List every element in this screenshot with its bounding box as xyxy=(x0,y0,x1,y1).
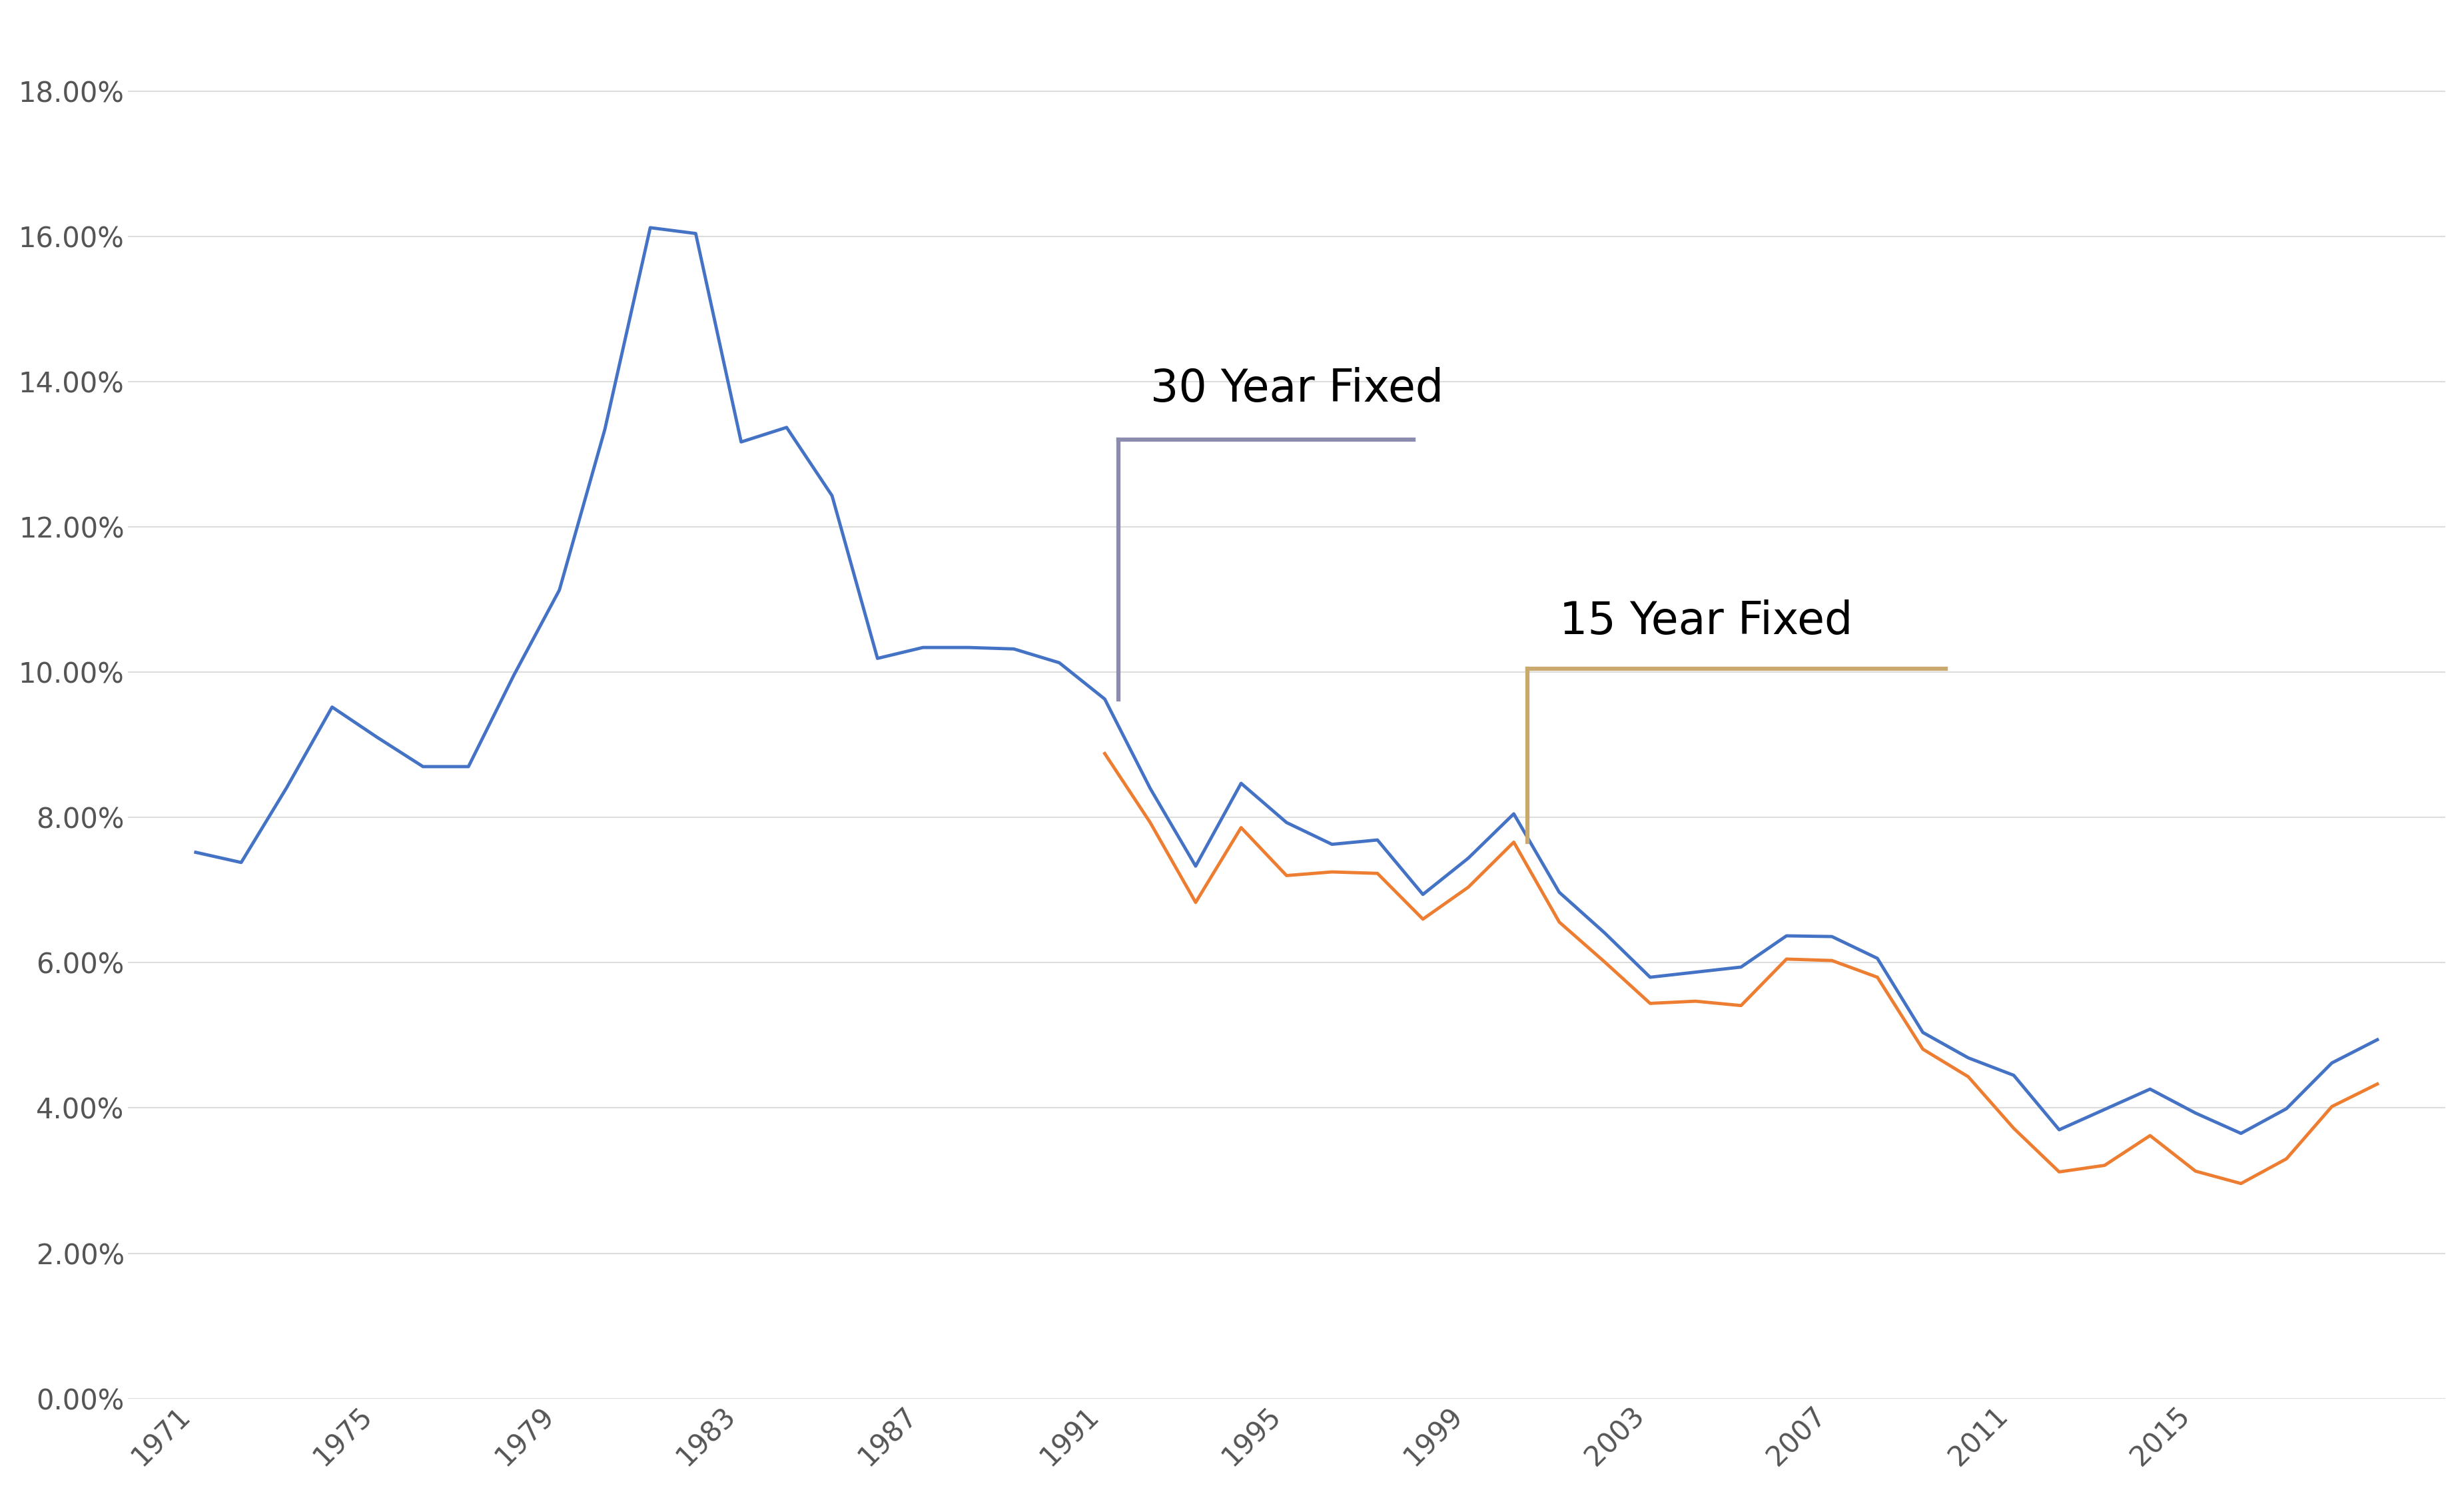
Text: 30 Year Fixed: 30 Year Fixed xyxy=(1151,367,1444,411)
Text: 15 Year Fixed: 15 Year Fixed xyxy=(1560,599,1853,644)
